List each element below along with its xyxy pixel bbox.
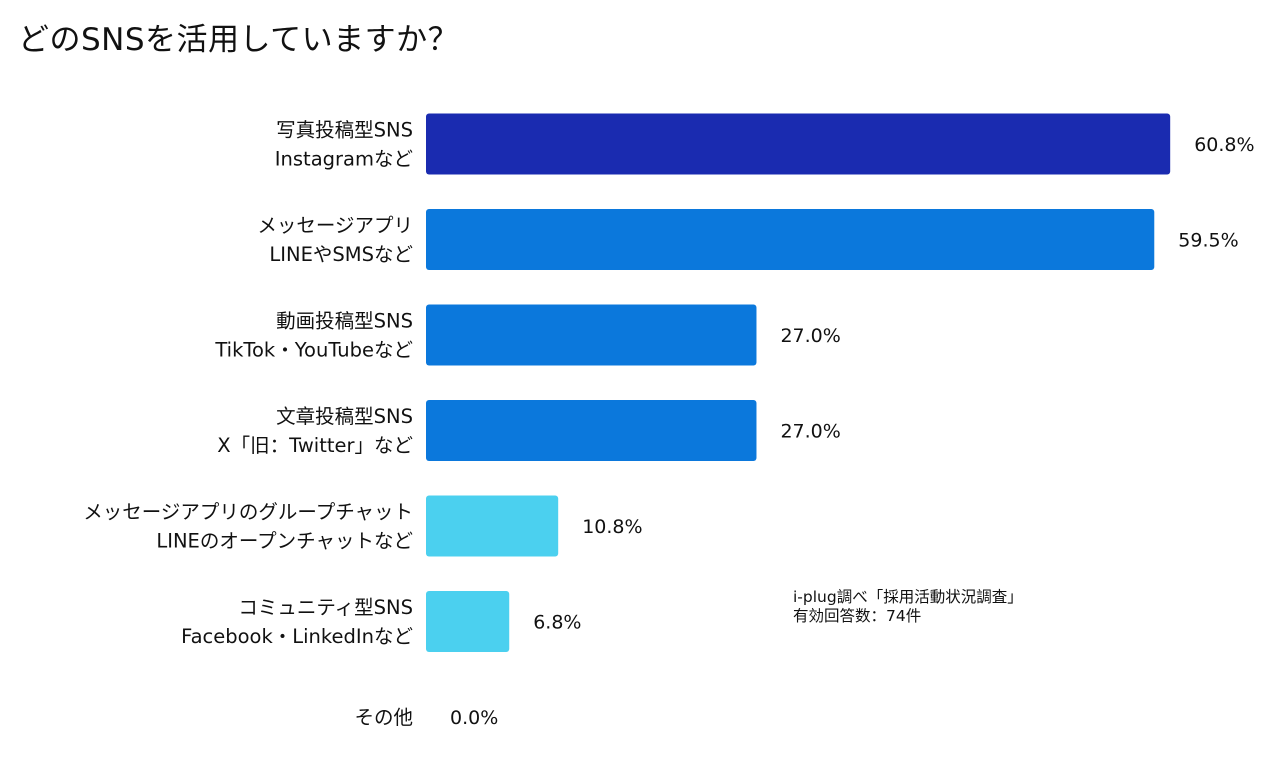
bar-2 — [426, 304, 757, 366]
category-label-0-line-1: Instagramなど — [275, 148, 413, 171]
value-label-3: 27.0% — [780, 421, 840, 443]
category-label-3-line-0: 文章投稿型SNS — [276, 405, 413, 428]
category-label-4-line-1: LINEのオープンチャットなど — [156, 530, 413, 553]
value-label-2: 27.0% — [780, 325, 840, 347]
category-label-1-line-1: LINEやSMSなど — [269, 243, 413, 266]
bar-0 — [426, 113, 1171, 175]
value-label-4: 10.8% — [582, 516, 642, 538]
category-label-2-line-1: TikTok・YouTubeなど — [214, 339, 413, 362]
chart-title: どのSNSを活用していますか？ — [18, 22, 460, 58]
value-label-0: 60.8% — [1194, 134, 1254, 156]
bar-4 — [426, 495, 559, 557]
category-label-5-line-0: コミュニティ型SNS — [238, 596, 413, 619]
value-label-6: 0.0% — [450, 707, 498, 729]
value-label-1: 59.5% — [1178, 230, 1238, 252]
category-label-1-line-0: メッセージアプリ — [257, 214, 413, 237]
bar-3 — [426, 400, 757, 461]
category-label-2-line-0: 動画投稿型SNS — [276, 310, 413, 333]
category-label-3-line-1: X「旧：Twitter」など — [217, 434, 413, 457]
category-label-5-line-1: Facebook・LinkedInなど — [181, 625, 413, 648]
category-label-0-line-0: 写真投稿型SNS — [276, 119, 413, 142]
bar-5 — [426, 591, 510, 652]
source-note: i-plug調べ「採用活動状況調査」 有効回答数：74件 — [793, 588, 1023, 626]
source-line-2: 有効回答数：74件 — [793, 607, 922, 625]
category-label-4-line-0: メッセージアプリのグループチャット — [83, 501, 413, 524]
category-label-6-line-0: その他 — [354, 706, 413, 729]
source-line-1: i-plug調べ「採用活動状況調査」 — [793, 588, 1023, 606]
value-label-5: 6.8% — [533, 612, 581, 634]
bar-1 — [426, 209, 1155, 270]
